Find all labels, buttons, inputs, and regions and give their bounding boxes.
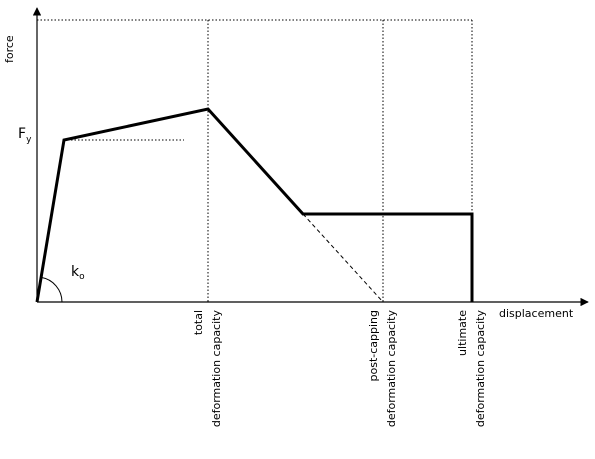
total-capacity-label: total deformation capacity: [192, 310, 223, 428]
svg-text:total: total: [192, 310, 205, 335]
x-axis-label: displacement: [499, 307, 574, 320]
backbone-curve: [35, 107, 474, 303]
post-capping-capacity-label: post-capping deformation capacity: [367, 310, 398, 428]
svg-text:post-capping: post-capping: [367, 310, 380, 382]
svg-text:deformation capacity: deformation capacity: [474, 310, 487, 428]
svg-text:deformation capacity: deformation capacity: [210, 310, 223, 428]
svg-text:deformation capacity: deformation capacity: [385, 310, 398, 428]
initial-stiffness-label: ko: [71, 264, 85, 282]
softening-extension-dashed-line: [302, 213, 384, 303]
ultimate-capacity-label: ultimate deformation capacity: [456, 310, 487, 428]
svg-text:ultimate: ultimate: [456, 310, 469, 356]
y-axis-label: force: [3, 35, 16, 63]
stiffness-angle-arc: [41, 276, 63, 303]
yield-force-label: Fy: [18, 126, 32, 145]
